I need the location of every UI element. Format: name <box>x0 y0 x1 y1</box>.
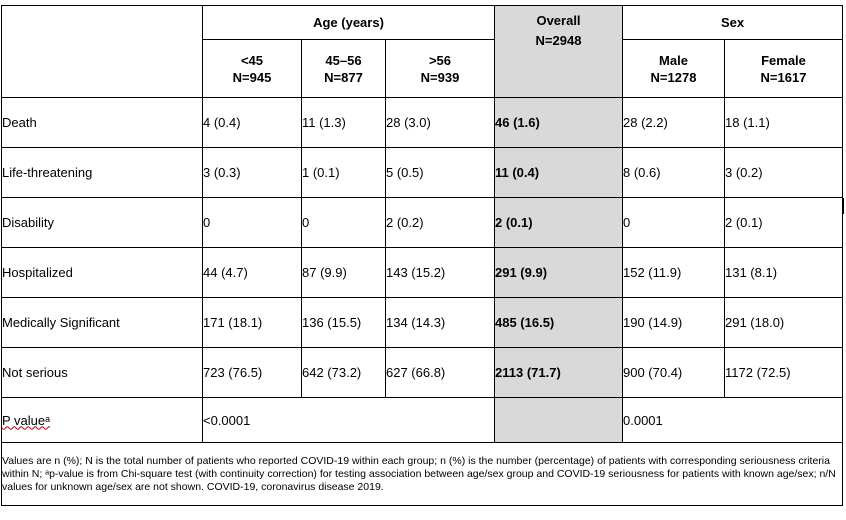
cell-gt56: 28 (3.0) <box>385 97 495 148</box>
overall-label: Overall <box>536 13 581 28</box>
col-header-gt56: >56 N=939 <box>385 39 495 98</box>
cell-45-56: 1 (0.1) <box>301 147 386 198</box>
row-label: Life-threatening <box>1 147 203 198</box>
cell-overall: 46 (1.6) <box>494 97 623 148</box>
pvalue-overall-empty <box>494 397 623 443</box>
cell-gt56: 627 (66.8) <box>385 347 495 398</box>
cell-male: 190 (14.9) <box>622 297 725 348</box>
cell-female: 131 (8.1) <box>723 247 844 298</box>
col-label: 45–56 <box>325 52 362 68</box>
cell-female: 1172 (72.5) <box>723 347 844 398</box>
cell-female: 18 (1.1) <box>723 97 844 148</box>
footnote-row: Values are n (%); N is the total number … <box>0 442 844 506</box>
col-n: N=945 <box>232 69 272 85</box>
cell-45-56: 0 <box>301 197 386 248</box>
col-n: N=1617 <box>760 69 807 85</box>
col-n: N=877 <box>324 69 363 85</box>
cell-male: 8 (0.6) <box>622 147 725 198</box>
col-header-45-56: 45–56 N=877 <box>301 39 386 98</box>
row-label: Hospitalized <box>1 247 203 298</box>
cell-lt45: 723 (76.5) <box>202 347 302 398</box>
cell-45-56: 87 (9.9) <box>301 247 386 298</box>
col-header-female: Female N=1617 <box>723 39 844 98</box>
table-row: Not serious 723 (76.5) 642 (73.2) 627 (6… <box>1 347 844 398</box>
col-label: Male <box>659 52 688 68</box>
row-label: Disability <box>1 197 203 248</box>
cell-male: 900 (70.4) <box>622 347 725 398</box>
cell-lt45: 0 <box>202 197 302 248</box>
table-row: Disability 0 0 2 (0.2) 2 (0.1) 0 2 (0.1) <box>1 197 844 248</box>
group-header-row: Age (years) Overall N=2948 Sex <box>1 5 844 98</box>
sex-group-header: Sex <box>621 5 844 40</box>
col-header-male: Male N=1278 <box>622 39 725 98</box>
table-row: Medically Significant 171 (18.1) 136 (15… <box>1 297 844 348</box>
cell-45-56: 642 (73.2) <box>301 347 386 398</box>
cell-lt45: 4 (0.4) <box>202 97 302 148</box>
results-table: Age (years) Overall N=2948 Sex <45 N=945 … <box>0 5 844 506</box>
cell-overall: 11 (0.4) <box>494 147 623 198</box>
age-group-header: Age (years) <box>202 5 495 40</box>
cell-gt56: 5 (0.5) <box>385 147 495 198</box>
col-label: <45 <box>240 52 264 68</box>
pvalue-label-cell: P valueᵃ <box>1 397 203 443</box>
col-n: N=939 <box>420 69 460 85</box>
pvalue-row: P valueᵃ <0.0001 0.0001 <box>1 397 844 443</box>
cell-male: 28 (2.2) <box>622 97 725 148</box>
cell-gt56: 2 (0.2) <box>385 197 495 248</box>
cell-overall: 485 (16.5) <box>494 297 623 348</box>
overall-n: N=2948 <box>535 33 582 48</box>
subgroup-header-row: <45 N=945 45–56 N=877 >56 N=939 Male N=1278 … <box>2 39 844 98</box>
table-row: Hospitalized 44 (4.7) 87 (9.9) 143 (15.2… <box>1 247 844 298</box>
row-label: Not serious <box>1 347 203 398</box>
cell-female: 2 (0.1) <box>723 197 844 248</box>
row-label: Medically Significant <box>1 297 203 348</box>
pvalue-label: P valueᵃ <box>2 412 50 428</box>
cell-gt56: 143 (15.2) <box>385 247 495 298</box>
cell-female: 291 (18.0) <box>723 297 844 348</box>
corner-cell <box>1 5 203 98</box>
cell-lt45: 3 (0.3) <box>202 147 302 198</box>
cell-overall: 2 (0.1) <box>494 197 623 248</box>
cell-lt45: 44 (4.7) <box>202 247 302 298</box>
cell-45-56: 136 (15.5) <box>301 297 386 348</box>
overall-header: Overall N=2948 <box>494 5 623 98</box>
cell-overall: 291 (9.9) <box>494 247 623 298</box>
cell-male: 0 <box>622 197 725 248</box>
col-n: N=1278 <box>650 69 697 85</box>
cell-male: 152 (11.9) <box>622 247 725 298</box>
col-label: Female <box>761 52 806 68</box>
cell-female: 3 (0.2) <box>723 147 844 198</box>
col-label: >56 <box>428 52 452 68</box>
table-row: Life-threatening 3 (0.3) 1 (0.1) 5 (0.5)… <box>1 147 844 198</box>
row-label: Death <box>1 97 203 148</box>
cell-gt56: 134 (14.3) <box>385 297 495 348</box>
text-cursor-mark <box>842 198 844 214</box>
cell-45-56: 11 (1.3) <box>301 97 386 148</box>
cell-overall: 2113 (71.7) <box>494 347 623 398</box>
col-header-lt45: <45 N=945 <box>202 39 302 98</box>
pvalue-sex: 0.0001 <box>621 397 844 443</box>
table-row: Death 4 (0.4) 11 (1.3) 28 (3.0) 46 (1.6)… <box>1 97 844 148</box>
pvalue-age: <0.0001 <box>202 397 495 443</box>
footnote: Values are n (%); N is the total number … <box>0 442 844 506</box>
cell-lt45: 171 (18.1) <box>202 297 302 348</box>
